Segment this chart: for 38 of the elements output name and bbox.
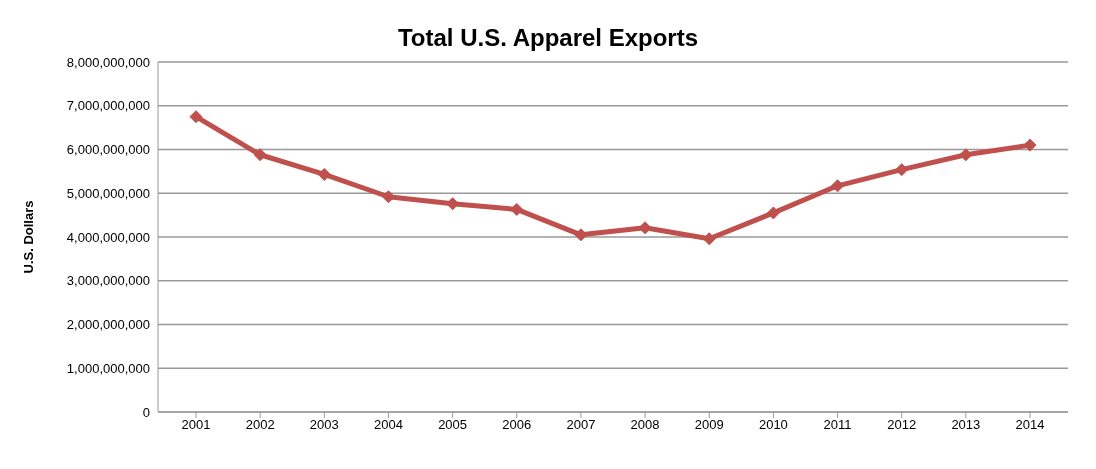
y-tick-label: 0 bbox=[142, 404, 150, 420]
y-tick-label: 5,000,000,000 bbox=[66, 185, 150, 201]
point bbox=[317, 167, 331, 181]
x-tick-label: 2001 bbox=[181, 417, 211, 433]
y-tick-label: 8,000,000,000 bbox=[66, 54, 150, 70]
point bbox=[253, 148, 267, 162]
x-tick-label: 2009 bbox=[694, 417, 724, 433]
point bbox=[1023, 138, 1037, 152]
x-tick-label: 2008 bbox=[630, 417, 660, 433]
x-tick-label: 2003 bbox=[309, 417, 339, 433]
x-tick-label: 2013 bbox=[951, 417, 981, 433]
x-tick-label: 2014 bbox=[1015, 417, 1045, 433]
x-tick-label: 2002 bbox=[245, 417, 275, 433]
point bbox=[189, 110, 203, 124]
point bbox=[766, 206, 780, 220]
x-tick-label: 2005 bbox=[438, 417, 468, 433]
y-tick-label: 6,000,000,000 bbox=[66, 142, 150, 158]
point bbox=[638, 221, 652, 235]
x-tick-label: 2006 bbox=[502, 417, 532, 433]
y-tick-label: 2,000,000,000 bbox=[66, 317, 150, 333]
x-tick-label: 2012 bbox=[887, 417, 917, 433]
point bbox=[510, 202, 524, 216]
x-tick-label: 2007 bbox=[566, 417, 596, 433]
x-tick-label: 2010 bbox=[758, 417, 788, 433]
y-axis-title: U.S. Dollars bbox=[20, 200, 36, 274]
x-tick-label: 2011 bbox=[823, 417, 852, 433]
y-tick-label: 7,000,000,000 bbox=[66, 98, 150, 114]
point bbox=[831, 179, 845, 193]
y-tick-label: 1,000,000,000 bbox=[66, 360, 150, 376]
y-tick-label: 4,000,000,000 bbox=[66, 229, 150, 245]
point bbox=[574, 228, 588, 242]
y-tick-label: 3,000,000,000 bbox=[66, 273, 150, 289]
point bbox=[959, 148, 973, 162]
point bbox=[702, 232, 716, 246]
point bbox=[895, 163, 909, 177]
x-tick-label: 2004 bbox=[374, 417, 403, 433]
point bbox=[381, 190, 395, 204]
chart-title: Total U.S. Apparel Exports bbox=[396, 24, 699, 52]
